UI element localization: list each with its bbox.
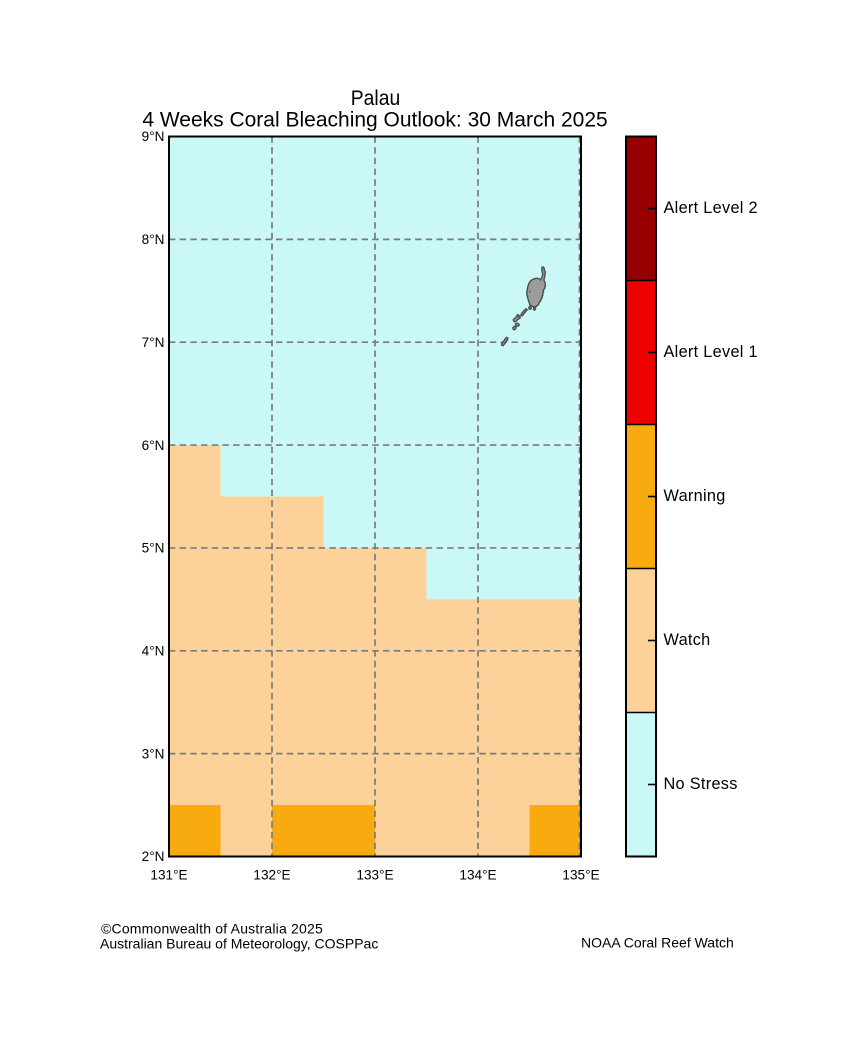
svg-text:Alert Level 2: Alert Level 2 [664, 199, 758, 217]
svg-text:132°E: 132°E [253, 868, 290, 883]
svg-text:Alert Level 1: Alert Level 1 [664, 343, 758, 361]
svg-text:133°E: 133°E [356, 868, 393, 883]
svg-text:4 Weeks Coral Bleaching Outloo: 4 Weeks Coral Bleaching Outlook: 30 Marc… [142, 109, 607, 132]
svg-text:7°N: 7°N [142, 335, 165, 350]
svg-text:Warning: Warning [664, 487, 726, 505]
svg-text:2°N: 2°N [142, 849, 165, 864]
svg-text:5°N: 5°N [142, 541, 165, 556]
svg-text:134°E: 134°E [459, 868, 496, 883]
svg-text:4°N: 4°N [142, 644, 165, 659]
svg-text:Watch: Watch [664, 631, 711, 649]
svg-text:Australian Bureau of Meteorolo: Australian Bureau of Meteorology, COSPPa… [100, 935, 378, 951]
svg-text:9°N: 9°N [142, 129, 165, 144]
svg-text:©Commonwealth of Australia 202: ©Commonwealth of Australia 2025 [101, 920, 323, 936]
svg-text:135°E: 135°E [562, 868, 599, 883]
svg-text:131°E: 131°E [150, 868, 187, 883]
svg-text:No Stress: No Stress [664, 775, 738, 793]
svg-text:6°N: 6°N [142, 438, 165, 453]
svg-text:Palau: Palau [351, 87, 400, 110]
svg-text:3°N: 3°N [142, 746, 165, 761]
svg-text:NOAA Coral Reef Watch: NOAA Coral Reef Watch [581, 934, 734, 950]
svg-text:8°N: 8°N [142, 232, 165, 247]
